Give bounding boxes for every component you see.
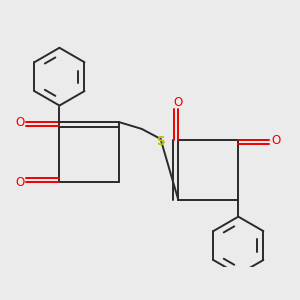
Text: O: O [15, 116, 25, 129]
Text: S: S [156, 135, 165, 148]
Text: O: O [174, 96, 183, 109]
Text: O: O [271, 134, 280, 146]
Text: O: O [15, 176, 25, 189]
